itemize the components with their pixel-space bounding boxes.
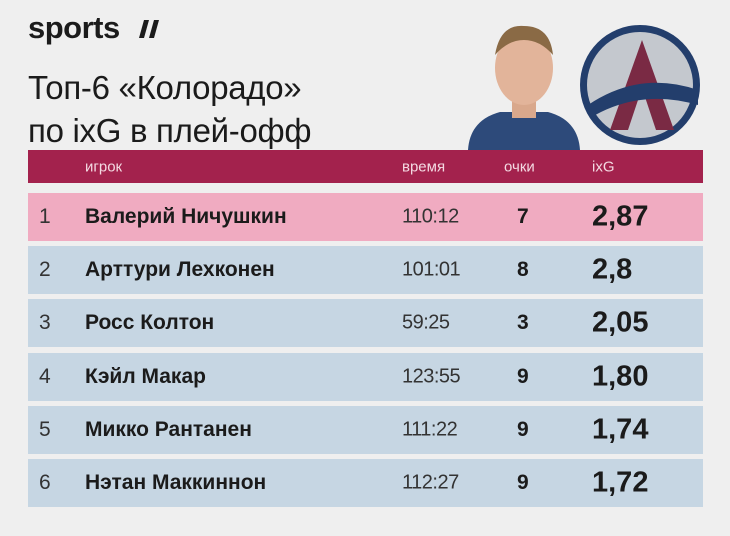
table-row: 3 Росс Колтон 59:25 3 2,05 bbox=[28, 299, 703, 348]
points: 3 bbox=[517, 311, 529, 335]
ixg-value: 2,87 bbox=[592, 200, 649, 233]
column-header: ixG bbox=[592, 158, 615, 175]
points: 7 bbox=[517, 205, 529, 228]
points: 9 bbox=[517, 364, 529, 388]
column-header: очки bbox=[504, 158, 535, 175]
time: 111:22 bbox=[402, 418, 458, 441]
rank: 2 bbox=[39, 258, 51, 282]
table-row: 1 Валерий Ничушкин 110:12 7 2,87 bbox=[28, 193, 703, 241]
ixg-value: 2,05 bbox=[592, 306, 649, 339]
rank: 6 bbox=[39, 471, 51, 494]
points: 8 bbox=[517, 258, 529, 282]
player-name: Росс Колтон bbox=[85, 311, 215, 335]
column-header: игрок bbox=[85, 158, 123, 175]
ixg-value: 1,80 bbox=[592, 360, 649, 393]
title: Топ-6 «Колорадо» по ixG в плей-офф bbox=[28, 66, 312, 152]
column-header: время bbox=[402, 158, 446, 175]
table-row: 5 Микко Рантанен 111:22 9 1,74 bbox=[28, 405, 703, 454]
points: 9 bbox=[517, 471, 529, 494]
table-row: 6 Нэтан Маккиннон 112:27 9 1,72 bbox=[28, 459, 703, 507]
rank: 4 bbox=[39, 364, 51, 388]
points: 9 bbox=[517, 417, 529, 441]
ixg-value: 1,72 bbox=[592, 466, 649, 499]
rank: 1 bbox=[39, 205, 51, 228]
brand-text: sports bbox=[28, 10, 120, 45]
player-name: Кэйл Макар bbox=[85, 364, 206, 388]
table-row: 2 Арттури Лехконен 101:01 8 2,8 bbox=[28, 246, 703, 295]
title-line: по ixG в плей-офф bbox=[28, 112, 312, 149]
rank: 3 bbox=[39, 311, 51, 335]
ixg-value: 2,8 bbox=[592, 253, 633, 286]
player-name: Микко Рантанен bbox=[85, 417, 252, 441]
rank: 5 bbox=[39, 417, 51, 441]
title-line: Топ-6 «Колорадо» bbox=[28, 69, 302, 106]
ixg-value: 1,74 bbox=[592, 413, 649, 446]
decoration bbox=[468, 25, 700, 150]
time: 123:55 bbox=[402, 365, 461, 388]
player-name: Валерий Ничушкин bbox=[85, 205, 287, 228]
time: 112:27 bbox=[402, 471, 459, 494]
player-name: Нэтан Маккиннон bbox=[85, 471, 267, 494]
time: 110:12 bbox=[402, 205, 459, 228]
time: 59:25 bbox=[402, 311, 450, 334]
table-header: игрок время очки ixG bbox=[28, 150, 703, 183]
brand-mark bbox=[139, 20, 159, 38]
player-name: Арттури Лехконен bbox=[85, 258, 275, 282]
brand-logo: sports bbox=[28, 10, 120, 46]
table-row: 4 Кэйл Макар 123:55 9 1,80 bbox=[28, 352, 703, 401]
time: 101:01 bbox=[402, 258, 461, 281]
